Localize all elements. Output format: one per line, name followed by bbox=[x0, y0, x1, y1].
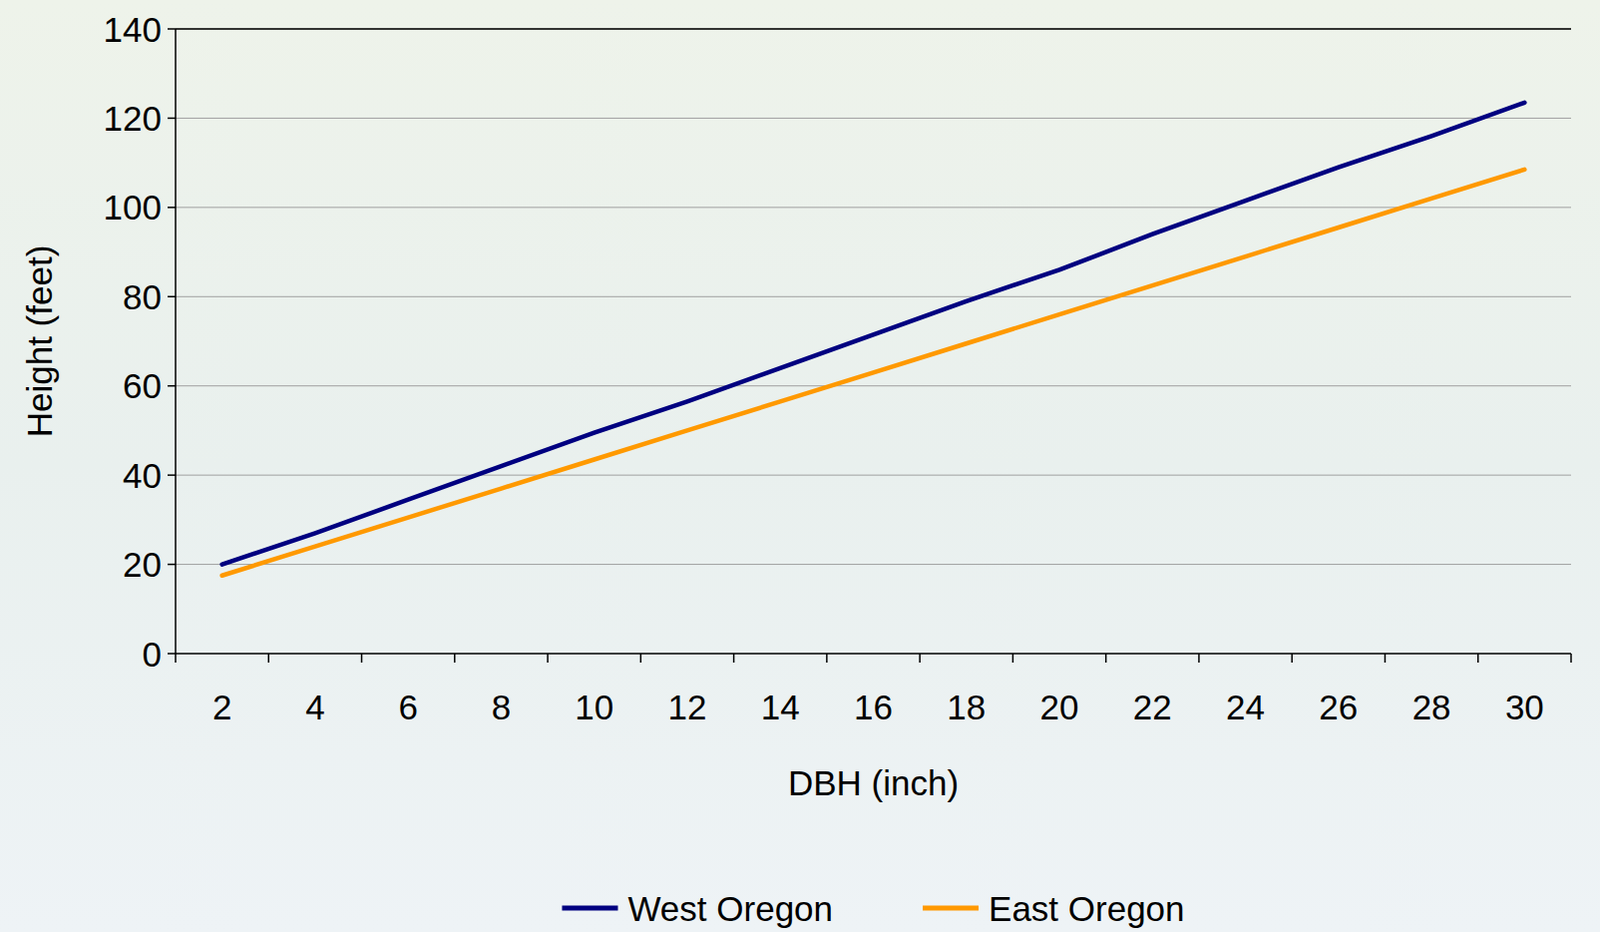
x-tick-label: 14 bbox=[761, 687, 800, 727]
y-tick bbox=[167, 563, 176, 566]
y-tick-label: 40 bbox=[122, 455, 162, 495]
grid-line bbox=[175, 385, 1572, 387]
x-tick bbox=[1477, 653, 1480, 663]
x-tick-label: 28 bbox=[1412, 687, 1452, 727]
grid-line bbox=[175, 296, 1572, 298]
x-axis bbox=[175, 652, 1572, 655]
y-tick-label: 0 bbox=[142, 634, 162, 674]
legend-swatch bbox=[561, 905, 618, 911]
x-tick bbox=[640, 653, 643, 663]
x-tick-label: 6 bbox=[398, 687, 417, 727]
series-group bbox=[222, 102, 1526, 576]
x-tick bbox=[918, 653, 921, 663]
y-axis bbox=[174, 28, 177, 654]
x-tick-label: 26 bbox=[1318, 687, 1358, 727]
legend-swatch bbox=[922, 905, 979, 911]
y-tick bbox=[167, 473, 176, 476]
y-tick bbox=[167, 27, 176, 30]
y-tick-label: 80 bbox=[122, 277, 162, 317]
y-tick-label: 100 bbox=[103, 187, 162, 227]
y-tick-label: 20 bbox=[122, 544, 162, 584]
legend-item: West Oregon bbox=[561, 888, 833, 928]
y-tick bbox=[167, 385, 176, 388]
series-line bbox=[222, 169, 1526, 576]
x-tick-label: 24 bbox=[1225, 687, 1265, 727]
legend: West Oregon East Oregon bbox=[561, 888, 1185, 928]
grid-line bbox=[175, 117, 1572, 119]
x-tick bbox=[1570, 653, 1573, 663]
x-axis-title: DBH (inch) bbox=[788, 763, 959, 802]
grid-line bbox=[175, 28, 1572, 30]
y-tick-label: 60 bbox=[122, 366, 162, 405]
x-tick bbox=[1384, 653, 1387, 663]
series-line bbox=[222, 102, 1526, 565]
x-tick bbox=[1198, 653, 1200, 663]
x-tick bbox=[1290, 653, 1293, 663]
x-tick bbox=[361, 653, 364, 663]
x-tick bbox=[1012, 653, 1015, 663]
grid-line bbox=[175, 206, 1572, 208]
x-tick-label: 20 bbox=[1040, 687, 1080, 727]
chart: 0204060801001201402468101214161820222426… bbox=[0, 0, 1600, 932]
x-tick-label: 30 bbox=[1505, 687, 1545, 727]
x-tick bbox=[268, 653, 271, 663]
x-tick-label: 18 bbox=[946, 687, 986, 727]
x-tick-label: 10 bbox=[574, 687, 614, 727]
y-tick bbox=[167, 296, 176, 299]
legend-label: West Oregon bbox=[627, 888, 833, 928]
x-tick bbox=[453, 653, 456, 663]
x-tick bbox=[733, 653, 736, 663]
x-tick-label: 4 bbox=[305, 687, 325, 727]
legend-label: East Oregon bbox=[988, 888, 1186, 928]
y-tick-label: 120 bbox=[103, 98, 162, 138]
x-tick bbox=[174, 653, 177, 663]
x-tick bbox=[546, 653, 549, 663]
x-tick-label: 16 bbox=[853, 687, 893, 727]
x-tick-label: 8 bbox=[491, 687, 511, 727]
x-tick bbox=[825, 653, 828, 663]
x-tick-label: 22 bbox=[1133, 687, 1173, 727]
y-tick bbox=[167, 206, 176, 209]
y-axis-title: Height (feet) bbox=[19, 245, 59, 438]
plot-frame bbox=[175, 27, 1572, 30]
x-tick-label: 2 bbox=[212, 687, 232, 727]
y-tick-label: 140 bbox=[103, 9, 162, 49]
grid-line bbox=[175, 563, 1572, 565]
legend-item: East Oregon bbox=[922, 888, 1186, 928]
grid-line bbox=[175, 474, 1572, 476]
y-tick bbox=[167, 117, 176, 120]
x-tick bbox=[1105, 653, 1108, 663]
y-tick bbox=[167, 652, 176, 655]
x-tick-label: 12 bbox=[667, 687, 707, 727]
